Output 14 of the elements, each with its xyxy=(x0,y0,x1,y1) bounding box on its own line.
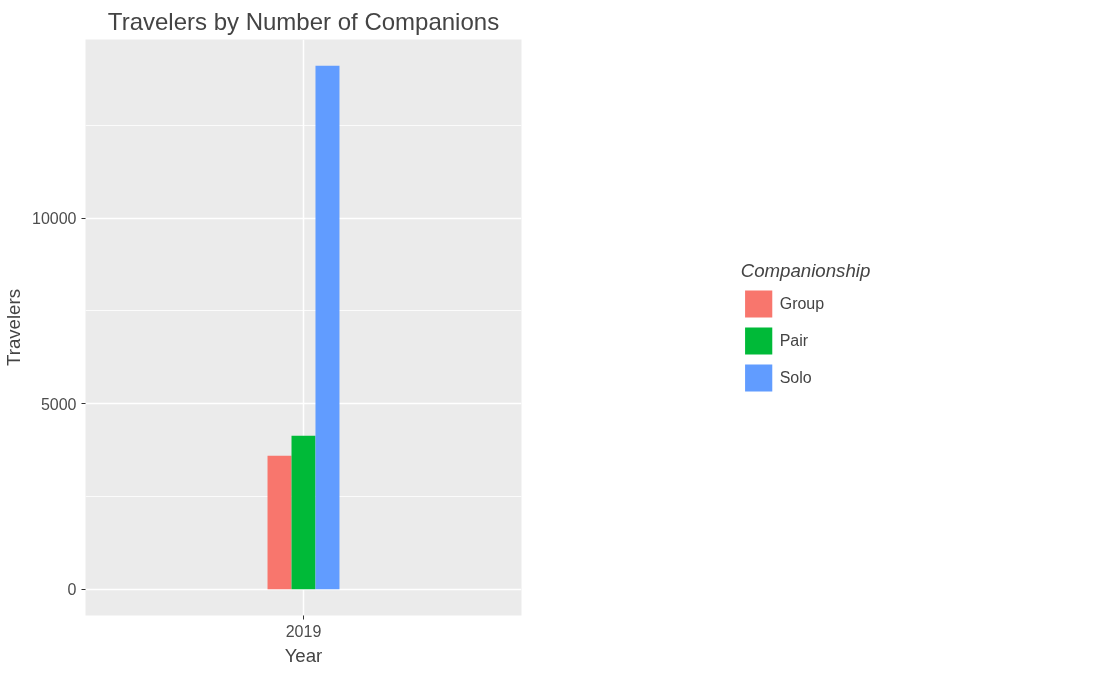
x-axis-title: Year xyxy=(284,644,323,666)
bar xyxy=(267,455,292,590)
legend-label: Solo xyxy=(779,368,812,387)
chart-title: Travelers by Number of Companions xyxy=(107,7,500,35)
y-tick-label: 10000 xyxy=(32,210,77,228)
x-tick-label: 2019 xyxy=(285,622,322,640)
y-tick-label: 5000 xyxy=(40,395,77,413)
legend-title: Companionship xyxy=(740,259,871,282)
bar xyxy=(291,435,316,590)
legend-label: Pair xyxy=(779,331,809,350)
legend-label: Group xyxy=(779,294,825,313)
y-tick-label: 0 xyxy=(67,581,77,599)
bar xyxy=(315,65,340,590)
y-axis-title: Travelers xyxy=(3,288,25,367)
